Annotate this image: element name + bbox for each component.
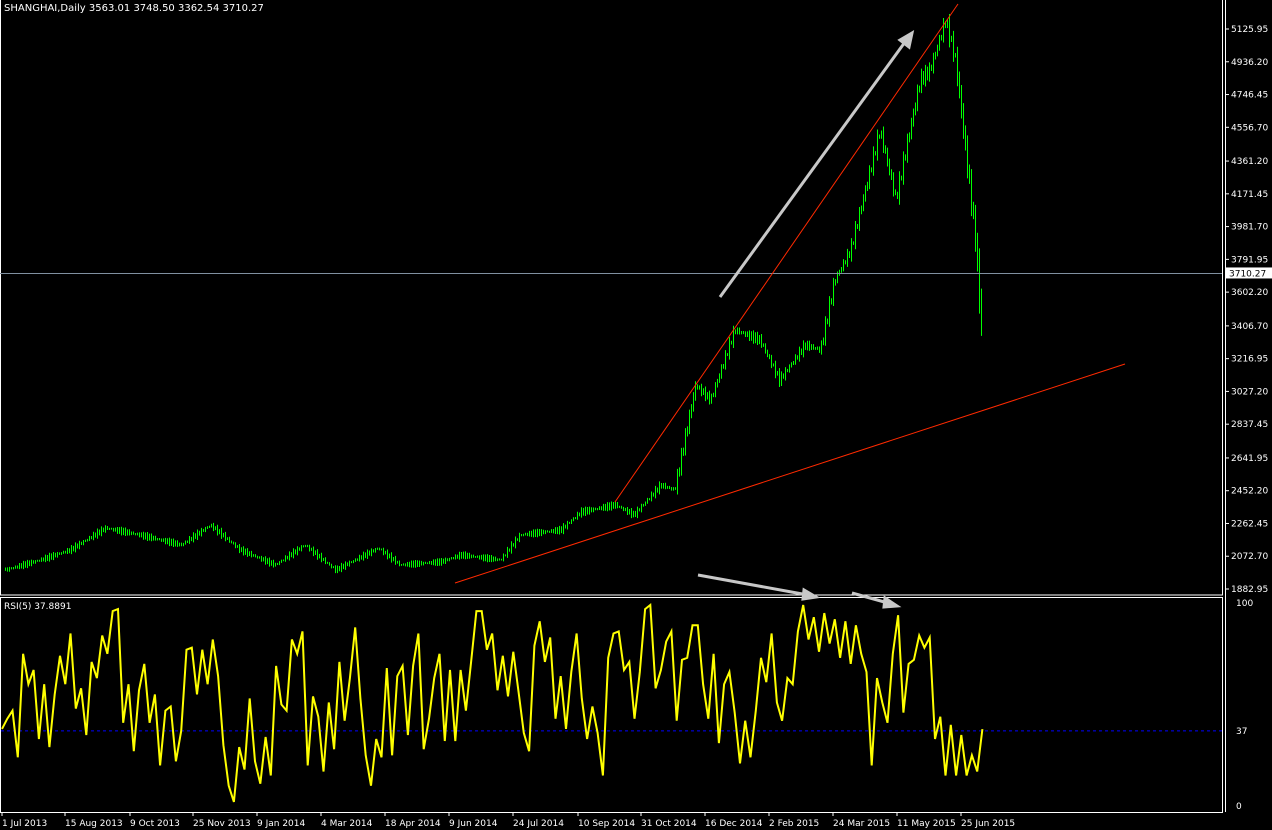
price-tick-label: 2641.95 [1231,454,1268,464]
arrow-up-trend[interactable] [718,41,907,298]
rsi-tick-0: 0 [1236,802,1242,812]
trendline-channel-upper[interactable] [614,3,959,503]
price-tick-label: 3602.20 [1231,288,1268,298]
time-tick-label: 15 Aug 2013 [65,819,123,829]
time-tick-label: 4 Mar 2014 [321,819,373,829]
current-price-tag [1226,267,1272,279]
price-tick-label: 4171.45 [1231,190,1268,200]
rsi-tick-100: 100 [1236,599,1253,609]
time-tick-label: 31 Oct 2014 [641,819,697,829]
rsi-line [1,603,984,803]
arrow-head-icon [801,587,821,601]
time-tick-label: 11 May 2015 [897,819,956,829]
price-tick-label: 3406.70 [1231,322,1268,332]
time-tick-label: 1 Jul 2013 [2,819,47,829]
price-tick-label: 4556.70 [1231,123,1268,133]
time-tick-label: 9 Jan 2014 [257,819,305,829]
rsi-label: RSI(5) 37.8891 [4,602,71,612]
price-tick-label: 2262.45 [1231,519,1268,529]
rsi-tick-37: 37 [1236,727,1247,737]
current-price-label: 3710.27 [1229,269,1266,279]
price-tick-label: 3791.95 [1231,255,1268,265]
price-axis: 5125.95 4936.20 4746.45 4556.70 4361.20 4171.… [1225,25,1268,595]
price-tick-label: 4936.20 [1231,58,1268,68]
time-tick-label: 25 Nov 2013 [193,819,251,829]
time-axis: 1 Jul 2013 15 Aug 2013 9 Oct 2013 25 Nov 20… [1,812,1015,829]
price-bars [5,13,982,574]
time-tick-label: 18 Apr 2014 [385,819,441,829]
price-tick-label: 2452.20 [1231,487,1268,497]
price-tick-label: 3981.70 [1231,223,1268,233]
price-tick-label: 2837.45 [1231,420,1268,430]
time-tick-label: 24 Jul 2014 [513,819,564,829]
trendline-support[interactable] [454,363,1126,584]
price-tick-label: 4361.20 [1231,157,1268,167]
time-tick-label: 10 Sep 2014 [578,819,635,829]
time-tick-label: 2 Feb 2015 [769,819,819,829]
time-tick-label: 25 Jun 2015 [961,819,1015,829]
arrow-head-icon [897,29,915,50]
price-tick-label: 2072.70 [1231,552,1268,562]
time-tick-label: 16 Dec 2014 [705,819,763,829]
price-tick-label: 4746.45 [1231,91,1268,101]
price-tick-label: 3027.20 [1231,387,1268,397]
price-pane-frame [0,0,1223,596]
arrow-head-icon [882,595,902,609]
price-tick-label: 5125.95 [1231,25,1268,35]
rsi-pane-frame [0,597,1223,813]
time-tick-label: 9 Jun 2014 [449,819,498,829]
time-tick-label: 24 Mar 2015 [833,819,890,829]
chart-title: SHANGHAI,Daily 3563.01 3748.50 3362.54 3… [4,3,264,14]
arrow-rsi-divergence-1[interactable] [697,573,809,597]
price-tick-label: 3216.95 [1231,355,1268,365]
time-tick-label: 9 Oct 2013 [130,819,180,829]
arrow-rsi-divergence-2[interactable] [851,591,889,605]
price-tick-label: 1882.95 [1231,585,1268,595]
